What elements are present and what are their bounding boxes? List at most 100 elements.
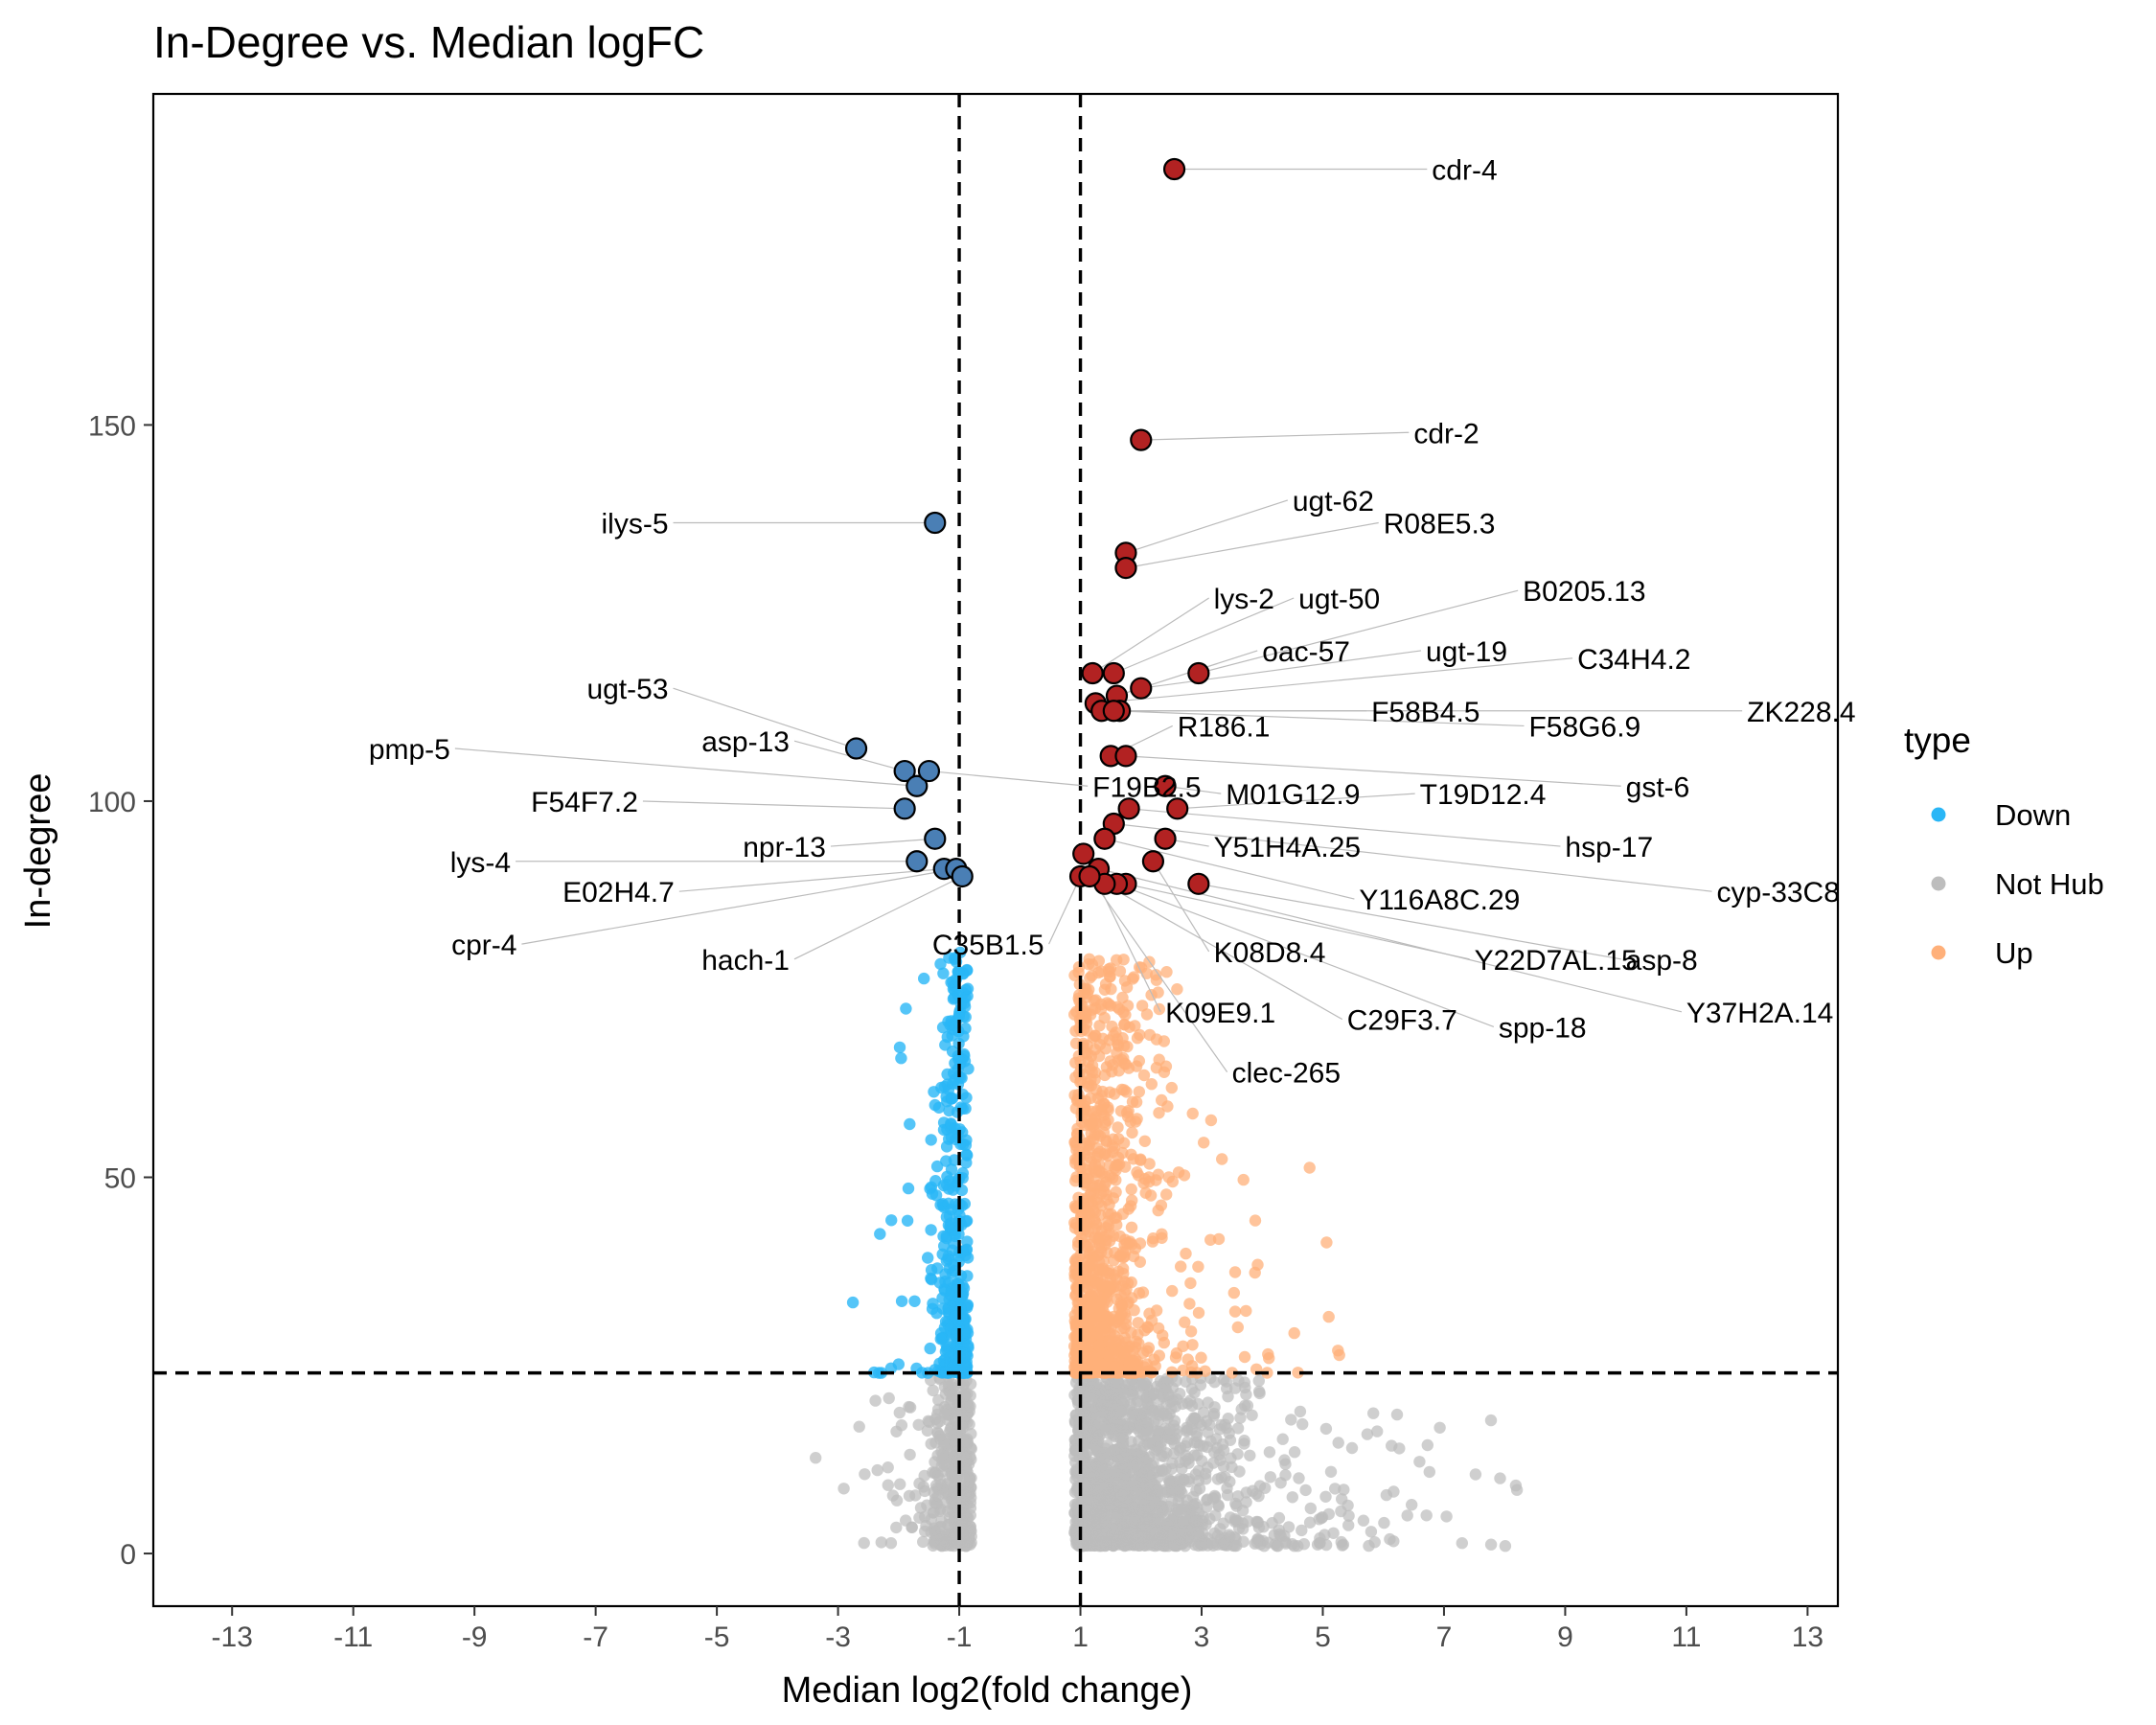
- background-point: [902, 1182, 915, 1195]
- background-point: [1125, 1326, 1137, 1339]
- hub-label: cdr-4: [1432, 155, 1497, 187]
- background-point: [1175, 1260, 1187, 1273]
- background-point: [923, 1415, 935, 1429]
- x-tick-label: 1: [1072, 1622, 1089, 1653]
- background-point: [1103, 1034, 1116, 1046]
- background-point: [1237, 1173, 1250, 1186]
- background-point: [948, 1485, 960, 1498]
- background-point: [914, 1502, 928, 1514]
- background-point: [1386, 1439, 1398, 1452]
- background-point: [919, 1484, 931, 1498]
- hub-label: Y22D7AL.15: [1475, 945, 1638, 977]
- background-point: [1112, 1376, 1124, 1389]
- background-point: [964, 1400, 976, 1413]
- background-point: [1143, 1509, 1157, 1523]
- hub-point: [1162, 157, 1186, 181]
- y-tick-label: 50: [104, 1163, 136, 1195]
- hub-label: lys-2: [1214, 584, 1274, 615]
- background-point: [1158, 1035, 1171, 1047]
- background-point: [1102, 1101, 1114, 1114]
- background-point: [960, 1244, 973, 1256]
- background-point: [1145, 1078, 1158, 1091]
- background-point: [1081, 1077, 1094, 1090]
- background-point: [1089, 1159, 1102, 1171]
- background-point: [1179, 1316, 1191, 1328]
- background-point: [1103, 1389, 1116, 1401]
- background-point: [1220, 1538, 1232, 1551]
- background-point: [1288, 1446, 1301, 1459]
- background-point: [1086, 969, 1098, 982]
- background-point: [1156, 1093, 1168, 1107]
- chart-title: In-Degree vs. Median logFC: [153, 17, 704, 67]
- background-point: [937, 1230, 950, 1243]
- background-point: [908, 1295, 921, 1308]
- background-point: [1135, 1154, 1147, 1166]
- background-point: [1171, 1483, 1183, 1495]
- legend: type Down Not Hub Up: [1904, 721, 2104, 970]
- background-point: [1079, 1329, 1092, 1343]
- background-point: [1421, 1438, 1434, 1452]
- background-point: [1388, 1485, 1400, 1498]
- background-point: [1238, 1350, 1251, 1364]
- background-point: [874, 1228, 886, 1240]
- background-point: [962, 1340, 975, 1352]
- background-point: [1098, 1147, 1112, 1160]
- background-point: [1499, 1540, 1512, 1552]
- background-point: [1319, 1422, 1333, 1436]
- hub-label-segment: [1140, 650, 1422, 689]
- hub-label-segment: [1140, 431, 1410, 441]
- background-point: [1173, 1473, 1186, 1485]
- background-point: [934, 1333, 947, 1346]
- background-point: [901, 1214, 914, 1228]
- background-point: [1207, 1457, 1220, 1469]
- hub-label-segment: [1152, 861, 1210, 953]
- background-point: [1264, 1471, 1277, 1484]
- background-point: [1111, 1367, 1123, 1379]
- background-point: [1299, 1484, 1312, 1497]
- hub-label-segment: [1113, 710, 1525, 727]
- background-point: [1484, 1414, 1498, 1427]
- background-point: [1157, 1464, 1169, 1477]
- background-point: [1143, 1158, 1156, 1170]
- background-point: [953, 1209, 966, 1222]
- background-point: [951, 1106, 964, 1118]
- background-point: [1250, 1536, 1264, 1549]
- background-point: [1225, 1452, 1237, 1464]
- background-point: [1140, 1008, 1154, 1021]
- hub-label: R08E5.3: [1384, 508, 1496, 540]
- hub-label-segment: [1129, 808, 1561, 847]
- background-point: [1147, 1478, 1159, 1491]
- background-point: [1191, 1501, 1204, 1514]
- background-point: [1228, 1266, 1242, 1278]
- legend-key: [1931, 807, 1946, 822]
- background-point: [939, 1276, 952, 1288]
- background-point: [1156, 1501, 1168, 1513]
- background-point: [1129, 1341, 1142, 1354]
- background-point: [1150, 1526, 1162, 1539]
- hub-point: [1187, 661, 1210, 685]
- hub-point: [1154, 827, 1177, 850]
- background-point: [1083, 1214, 1096, 1227]
- hub-label: oac-57: [1262, 636, 1350, 668]
- hub-point: [893, 797, 916, 820]
- background-point: [1220, 1422, 1233, 1435]
- plot-area: cdr-4 cdr-2 ilys-5 ugt-62 R08E5.3 lys-2 ugt-50…: [151, 92, 1856, 1608]
- background-point: [1217, 1444, 1230, 1457]
- hub-label-segment: [1113, 822, 1712, 892]
- background-point: [1118, 1387, 1131, 1399]
- background-point: [1126, 1126, 1138, 1139]
- hub-label: K09E9.1: [1165, 998, 1275, 1029]
- background-point: [1083, 1138, 1096, 1151]
- hub-point: [906, 774, 929, 797]
- background-point: [1119, 1161, 1132, 1173]
- background-point: [1180, 1247, 1192, 1260]
- hub-point: [1117, 797, 1140, 820]
- background-point: [1103, 1335, 1115, 1347]
- background-point: [917, 1535, 929, 1549]
- background-point: [1080, 1410, 1093, 1423]
- background-point: [1327, 1527, 1340, 1540]
- background-point: [1190, 1430, 1204, 1442]
- background-point: [1132, 1366, 1145, 1378]
- background-point: [1157, 1407, 1170, 1420]
- background-point: [859, 1468, 871, 1481]
